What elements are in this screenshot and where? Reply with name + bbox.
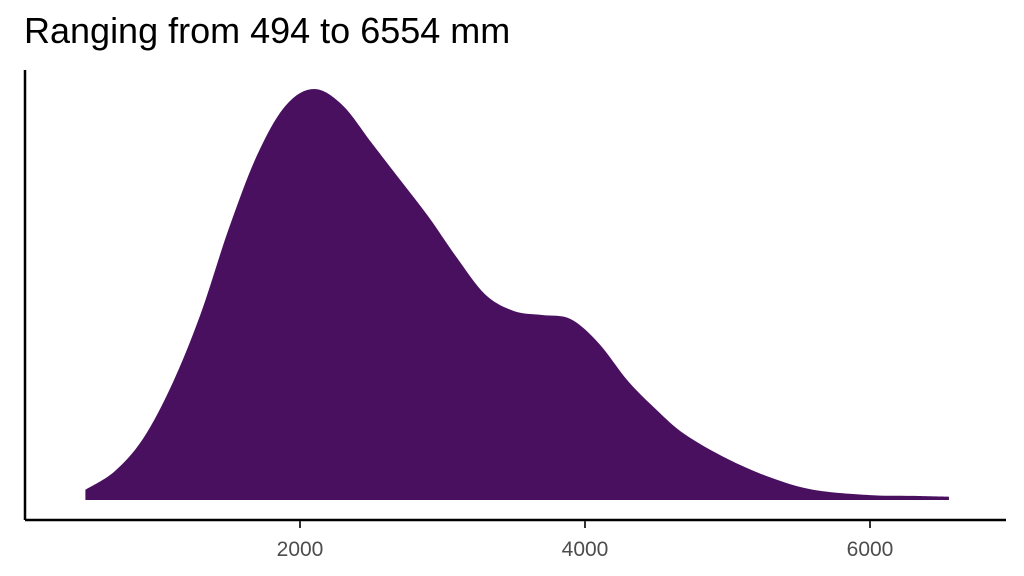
chart-title: Ranging from 494 to 6554 mm [24, 10, 511, 51]
x-tick-label: 6000 [847, 538, 894, 561]
x-tick-label: 4000 [562, 538, 609, 561]
x-tick-label: 2000 [277, 538, 324, 561]
density-area [85, 89, 949, 500]
